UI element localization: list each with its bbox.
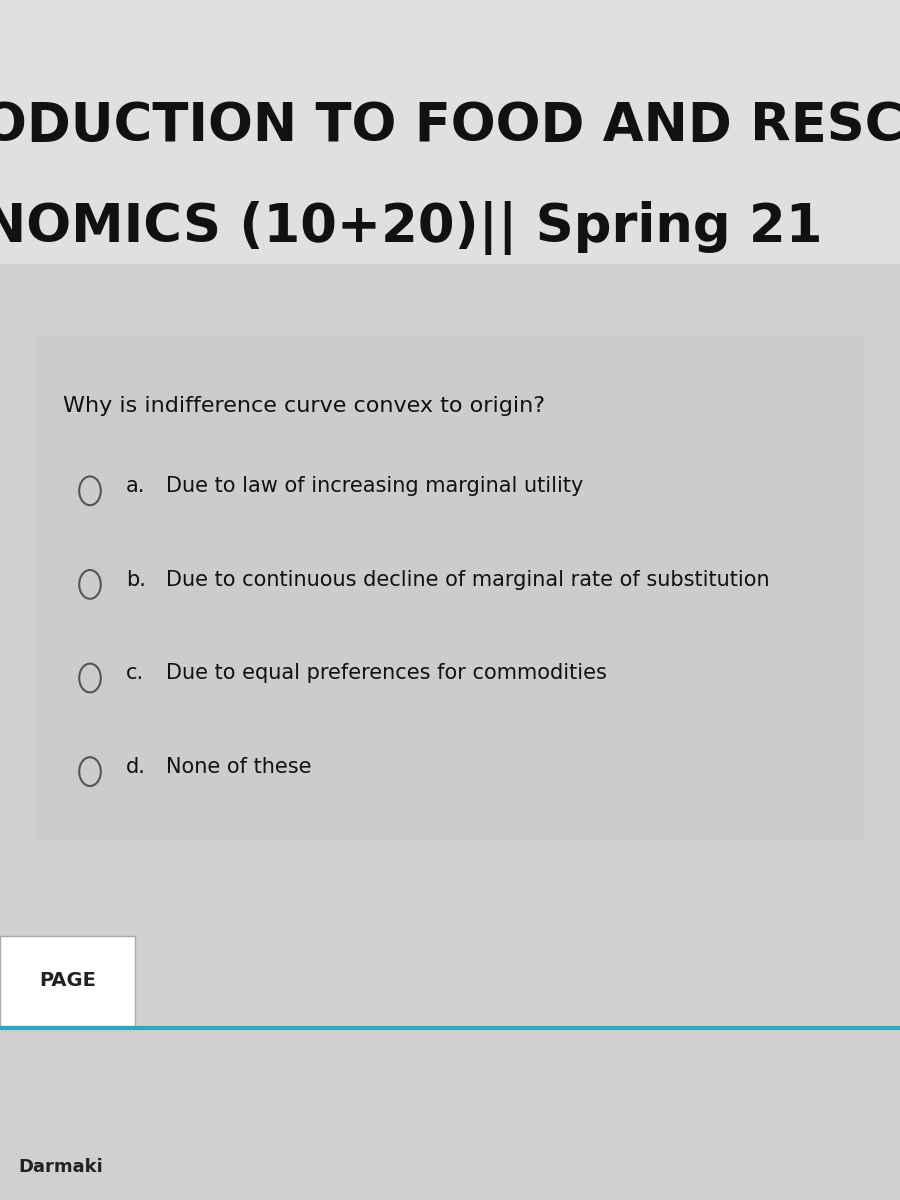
FancyBboxPatch shape: [0, 0, 900, 264]
FancyBboxPatch shape: [36, 336, 864, 840]
Text: Due to law of increasing marginal utility: Due to law of increasing marginal utilit…: [166, 476, 584, 496]
Text: PAGE: PAGE: [39, 972, 96, 990]
Text: c.: c.: [126, 664, 144, 683]
Text: b.: b.: [126, 570, 146, 589]
Text: ODUCTION TO FOOD AND RESC: ODUCTION TO FOOD AND RESC: [0, 100, 900, 152]
Text: Due to equal preferences for commodities: Due to equal preferences for commodities: [166, 664, 608, 683]
Text: Why is indifference curve convex to origin?: Why is indifference curve convex to orig…: [63, 396, 545, 416]
Text: None of these: None of these: [166, 757, 312, 776]
Text: Due to continuous decline of marginal rate of substitution: Due to continuous decline of marginal ra…: [166, 570, 770, 589]
FancyBboxPatch shape: [0, 936, 135, 1026]
Text: Darmaki: Darmaki: [18, 1158, 103, 1176]
Text: NOMICS (10+20)|| Spring 21: NOMICS (10+20)|| Spring 21: [0, 200, 823, 254]
Text: d.: d.: [126, 757, 146, 776]
Text: a.: a.: [126, 476, 146, 496]
